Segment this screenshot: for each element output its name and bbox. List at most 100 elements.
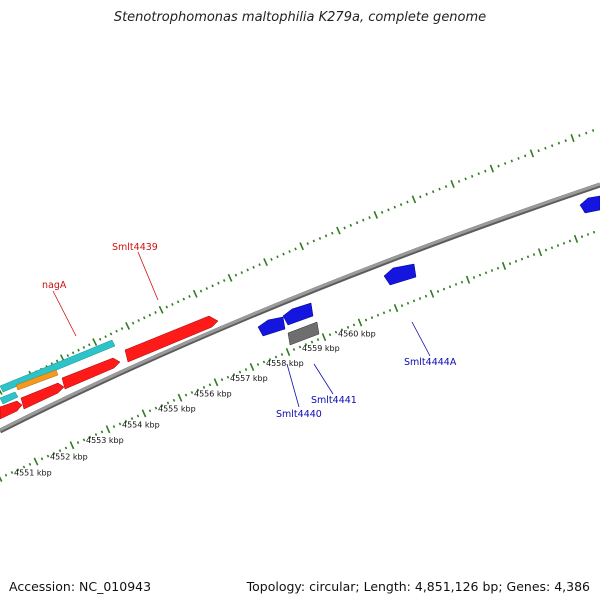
minor-tick <box>94 433 98 437</box>
minor-tick <box>226 375 230 379</box>
minor-tick <box>154 311 157 314</box>
minor-tick <box>387 208 390 212</box>
minor-tick <box>136 414 140 418</box>
minor-tick <box>425 192 428 196</box>
leader-naga <box>52 290 77 337</box>
gene-smlt4441[interactable] <box>282 302 314 326</box>
minor-tick <box>508 262 512 266</box>
minor-tick <box>580 235 584 239</box>
major-tick <box>570 134 575 143</box>
minor-tick <box>160 404 164 407</box>
major-tick <box>537 248 543 257</box>
minor-tick <box>490 269 494 272</box>
genome-summary-text: Topology: circular; Length: 4,851,126 bp… <box>246 579 590 594</box>
gene-red-2[interactable] <box>61 357 121 390</box>
minor-tick <box>477 172 480 176</box>
minor-tick <box>196 388 200 392</box>
minor-tick <box>148 409 152 413</box>
minor-tick <box>109 332 113 336</box>
minor-tick <box>370 316 374 320</box>
gene-cyan-2[interactable] <box>0 391 19 405</box>
label-smlt4441[interactable]: Smlt4441 <box>311 395 357 406</box>
minor-tick <box>399 203 403 207</box>
gene-smlt4440[interactable] <box>257 316 286 337</box>
label-smlt4444a[interactable]: Smlt4444A <box>404 357 457 368</box>
minor-tick <box>418 297 422 300</box>
minor-tick <box>46 454 50 458</box>
major-tick <box>249 362 255 372</box>
minor-tick <box>22 465 26 469</box>
label-naga[interactable]: nagA <box>42 280 67 291</box>
backbone <box>0 182 600 434</box>
gene-smlt4444a[interactable] <box>383 263 417 286</box>
minor-tick <box>211 284 214 288</box>
minor-tick <box>532 253 536 256</box>
minor-tick <box>137 319 140 322</box>
minor-tick <box>82 438 86 442</box>
minor-tick <box>252 265 255 269</box>
minor-tick <box>104 335 107 339</box>
gene-orange[interactable] <box>15 369 59 391</box>
forward-genes <box>0 315 219 420</box>
minor-tick <box>412 299 416 303</box>
minor-tick <box>274 355 278 359</box>
minor-tick <box>544 248 548 252</box>
minor-tick <box>130 417 134 421</box>
major-tick <box>285 347 291 357</box>
minor-tick <box>496 266 500 270</box>
minor-tick <box>66 354 70 357</box>
minor-tick <box>448 285 452 289</box>
minor-tick <box>406 301 410 305</box>
gene-blue-edge[interactable] <box>579 195 600 214</box>
tick-label: 4553 kbp <box>86 436 124 445</box>
minor-tick <box>460 280 464 284</box>
minor-tick <box>537 149 540 153</box>
minor-tick <box>199 289 203 293</box>
minor-tick <box>304 343 308 346</box>
minor-tick <box>328 333 332 337</box>
minor-tick <box>306 242 309 246</box>
minor-tick <box>115 329 118 333</box>
minor-tick <box>444 185 448 188</box>
tick-label: 4557 kbp <box>230 374 268 383</box>
label-smlt4439[interactable]: Smlt4439 <box>112 242 158 253</box>
major-tick <box>141 409 147 418</box>
minor-tick <box>497 164 500 168</box>
minor-tick <box>514 259 518 263</box>
gene-cyan-1[interactable] <box>0 339 116 393</box>
minor-tick <box>324 234 328 238</box>
label-smlt4440[interactable]: Smlt4440 <box>276 409 322 420</box>
leader-smlt4441 <box>313 363 334 395</box>
label-leaders <box>52 251 431 408</box>
minor-tick <box>294 247 297 251</box>
inner-tick-track <box>0 230 596 482</box>
minor-tick <box>77 348 80 352</box>
minor-tick <box>232 373 236 377</box>
major-tick <box>336 226 341 235</box>
major-tick <box>573 234 579 243</box>
minor-tick <box>120 327 124 330</box>
major-tick <box>33 457 39 466</box>
minor-tick <box>165 305 169 309</box>
minor-tick <box>454 283 458 286</box>
major-tick <box>0 389 3 395</box>
gene-grey[interactable] <box>287 321 320 346</box>
minor-tick <box>202 385 206 389</box>
minor-tick <box>362 218 365 222</box>
major-tick <box>489 164 495 173</box>
gene-red-4[interactable] <box>0 400 23 420</box>
minor-tick <box>268 358 272 361</box>
minor-tick <box>393 205 396 209</box>
major-tick <box>192 289 198 298</box>
gene-red-3[interactable] <box>20 382 65 410</box>
minor-tick <box>208 383 212 387</box>
minor-tick <box>346 325 350 329</box>
minor-tick <box>550 144 554 148</box>
minor-tick <box>220 378 224 382</box>
minor-tick <box>406 200 409 204</box>
minor-tick <box>292 348 296 351</box>
reverse-genes <box>257 195 600 346</box>
major-tick <box>321 333 327 342</box>
gene-smlt4439[interactable] <box>124 315 219 363</box>
